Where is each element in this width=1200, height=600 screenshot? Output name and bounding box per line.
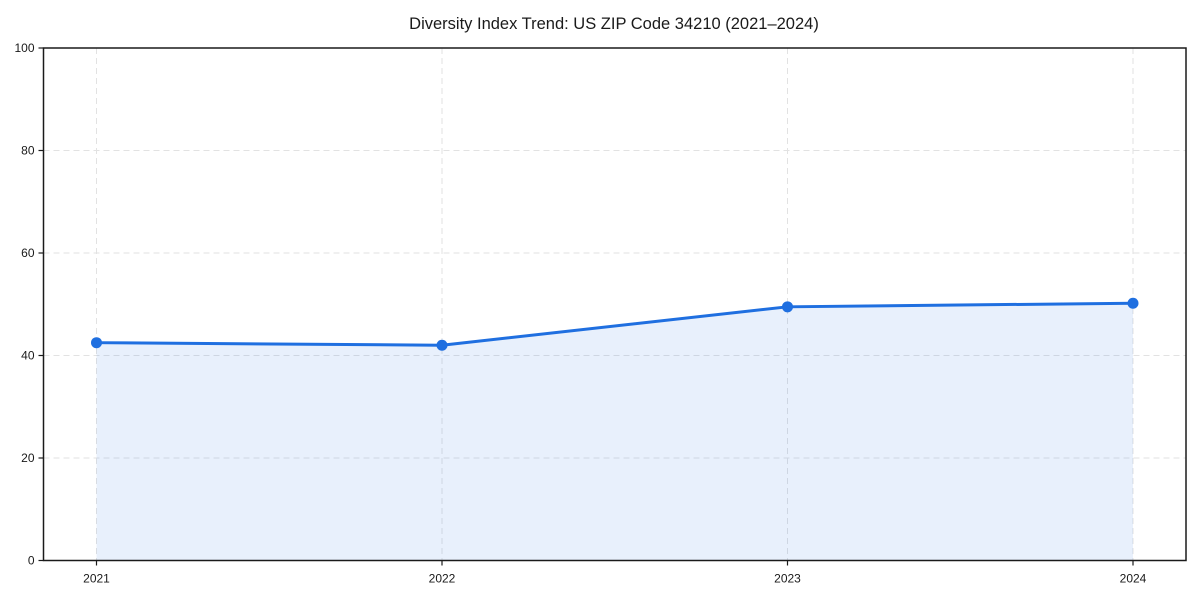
y-tick-label: 40 xyxy=(21,349,35,363)
x-tick-label: 2022 xyxy=(429,572,456,586)
y-tick-label: 100 xyxy=(14,41,34,55)
x-tick-label: 2023 xyxy=(774,572,801,586)
x-tick-label: 2024 xyxy=(1120,572,1147,586)
plot-border xyxy=(42,47,1187,562)
x-tick-label: 2021 xyxy=(83,572,110,586)
y-tick-label: 20 xyxy=(21,451,35,465)
trend-line xyxy=(95,301,1135,347)
area-fill xyxy=(96,303,1133,561)
axes-layer xyxy=(38,47,1187,566)
data-point-2021 xyxy=(91,337,102,349)
data-point-2022 xyxy=(436,339,448,351)
tick-label-layer: 0 20 40 60 80 100 2021 2022 2023 2024 xyxy=(14,41,1146,586)
y-tick-label: 0 xyxy=(28,554,35,568)
series-layer xyxy=(91,297,1139,351)
area-fill-layer xyxy=(96,303,1133,561)
data-point-2024 xyxy=(1127,297,1139,309)
y-tick-label: 80 xyxy=(21,144,35,158)
data-point-2023 xyxy=(782,301,793,313)
grid-layer xyxy=(43,48,1186,561)
y-tick-label: 60 xyxy=(21,246,35,260)
chart-title: Diversity Index Trend: US ZIP Code 34210… xyxy=(409,15,819,33)
